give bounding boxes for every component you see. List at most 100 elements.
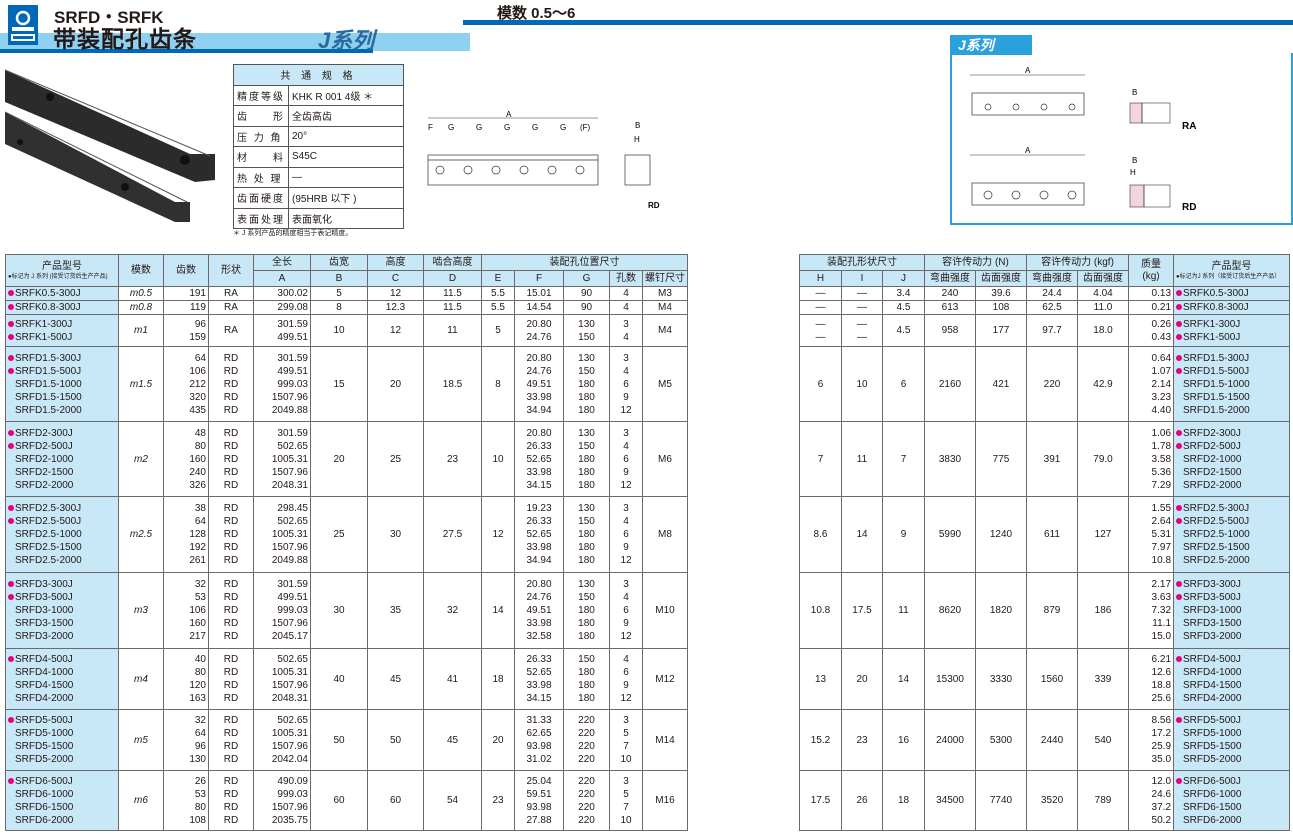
model-number: SRFK0.8-300J xyxy=(1176,302,1287,314)
model-number: SRFD4-2000 xyxy=(15,693,74,704)
e-cell: 23 xyxy=(481,770,515,831)
teeth-cell: 38 64 128 192 261 xyxy=(163,496,209,573)
holes-value: 12 xyxy=(620,693,632,704)
header-face-kgf: 齿面强度 xyxy=(1077,270,1130,287)
e-value: 5.5 xyxy=(491,288,505,299)
rack-category-icon xyxy=(8,5,38,45)
g-value: 150 xyxy=(578,331,595,343)
model-number: SRFD6-1500 xyxy=(1183,801,1242,813)
face-kgf-cell: 540 xyxy=(1077,709,1130,771)
model-number: SRFD2-1500 xyxy=(15,466,74,478)
h-cell: — — xyxy=(799,314,842,347)
shape-value: RD xyxy=(223,529,239,540)
j-series-mark-icon xyxy=(1176,442,1183,449)
j-series-mark-icon xyxy=(8,777,14,784)
b-cell: 8 xyxy=(310,300,368,315)
holes-value: 12 xyxy=(620,555,632,566)
length-value: 301.59 xyxy=(277,318,308,330)
d-value: 11.5 xyxy=(443,288,462,299)
teeth-value: 53 xyxy=(194,788,206,800)
dim-label-g: G xyxy=(560,123,566,132)
model-number: SRFK1-500J xyxy=(8,331,116,344)
length-value: 1507.96 xyxy=(271,391,308,403)
module-value: m0.8 xyxy=(129,302,153,313)
table-row: SRFD6-500J SRFD6-1000 SRFD6-1500 SRFD6-2000… xyxy=(5,770,688,831)
model-number: SRFD2.5-500J xyxy=(1176,515,1287,528)
h-cell: 8.6 xyxy=(799,496,842,573)
j-value: 18 xyxy=(897,795,910,806)
model-cell: SRFK0.5-300J xyxy=(1173,286,1291,301)
face-n-cell: 421 xyxy=(974,346,1028,422)
bend-n-cell: 3830 xyxy=(924,421,976,497)
holes-cell: 3 5 7 10 xyxy=(609,770,643,831)
teeth-cell: 32 64 96 130 xyxy=(163,709,209,771)
shape-value: RD xyxy=(223,775,239,787)
bend-n-cell: 24000 xyxy=(924,709,976,771)
bend-kgf-value: 97.7 xyxy=(1042,325,1062,336)
face-kgf-value: 789 xyxy=(1094,795,1112,806)
screw-cell: M14 xyxy=(642,709,688,771)
j-series-mark-icon xyxy=(1176,333,1183,340)
module-value: m2.5 xyxy=(129,529,153,540)
model-number: SRFK0.5-300J xyxy=(1176,288,1287,300)
length-cell: 502.65 1005.31 1507.96 2042.04 xyxy=(253,709,311,771)
table-row: 7 11 7 3830 775 391 79.0 1.06 1.78 3.58 5.36 7.29 SR… xyxy=(799,421,1291,497)
model-number: SRFD4-1500 xyxy=(15,680,74,691)
j-series-mark-icon xyxy=(1176,367,1183,374)
g-value: 180 xyxy=(578,453,595,465)
j-series-drawings: A B RA A B H RD xyxy=(970,66,1196,213)
model-number: SRFD1.5-1500 xyxy=(15,391,82,403)
spec-key: 压 力 角 xyxy=(233,125,289,147)
shape-value: RD xyxy=(223,680,239,691)
i-cell: 11 xyxy=(841,421,883,497)
model-number: SRFD2.5-2000 xyxy=(1183,555,1250,566)
b-cell: 60 xyxy=(310,770,368,831)
model-cell: SRFD2.5-300J SRFD2.5-500J SRFD2.5-1000 SRFD… xyxy=(1173,496,1291,573)
bend-kgf-value: 611 xyxy=(1044,529,1060,540)
dim-label-g: G xyxy=(476,123,482,132)
mass-value: 7.32 xyxy=(1151,605,1172,616)
holes-cell: 4 6 9 12 xyxy=(609,648,643,710)
j-series-mark-icon xyxy=(1176,518,1183,524)
model-number: SRFD6-2000 xyxy=(1183,814,1242,826)
shape-value: RD xyxy=(223,516,239,527)
holes-value: 10 xyxy=(620,754,632,765)
c-value: 30 xyxy=(389,529,402,540)
teeth-value: 192 xyxy=(189,542,206,553)
shape-value: RD xyxy=(223,365,239,377)
teeth-value: 53 xyxy=(194,592,206,603)
model-number: SRFD4-1000 xyxy=(1183,667,1242,678)
bend-n-value: 240 xyxy=(941,288,959,299)
teeth-value: 96 xyxy=(194,741,206,752)
length-cell: 300.02 xyxy=(253,286,311,301)
e-cell: 18 xyxy=(481,648,515,710)
dim-label-h: H xyxy=(1130,168,1136,177)
shape-value: RD xyxy=(223,352,239,364)
module-cell: m2.5 xyxy=(118,496,164,573)
holes-value: 3 xyxy=(623,427,629,439)
mass-value: 4.40 xyxy=(1151,404,1172,416)
teeth-value: 435 xyxy=(189,404,206,416)
spec-value: (95HRB 以下 ) xyxy=(288,187,404,209)
face-n-value: 1240 xyxy=(989,529,1013,540)
face-n-value: 1820 xyxy=(989,605,1013,616)
length-value: 2045.17 xyxy=(271,631,308,642)
holes-cell: 3 5 7 10 xyxy=(609,709,643,771)
model-number: SRFD4-2000 xyxy=(1183,693,1242,704)
f-value: 33.98 xyxy=(526,680,552,691)
b-cell: 15 xyxy=(310,346,368,422)
header-mass: 质量 (kg) xyxy=(1128,254,1175,287)
c-cell: 20 xyxy=(367,346,424,422)
mass-value: 17.2 xyxy=(1151,728,1172,739)
face-kgf-value: 4.04 xyxy=(1093,288,1113,299)
screw-value: M10 xyxy=(655,605,675,616)
bend-kgf-cell: 97.7 xyxy=(1026,314,1079,347)
shape-value: RD xyxy=(223,605,239,616)
page-title: 带装配孔齿条 xyxy=(53,26,197,52)
shape-value: RD xyxy=(223,741,239,752)
spec-key: 齿 形 xyxy=(233,105,289,127)
model-number: SRFD3-1500 xyxy=(15,618,74,629)
g-cell: 130 150 180 180 180 xyxy=(563,421,610,497)
table-row: 8.6 14 9 5990 1240 611 127 1.55 2.64 5.31 7.97 10.8… xyxy=(799,496,1291,573)
holes-value: 4 xyxy=(623,331,629,343)
